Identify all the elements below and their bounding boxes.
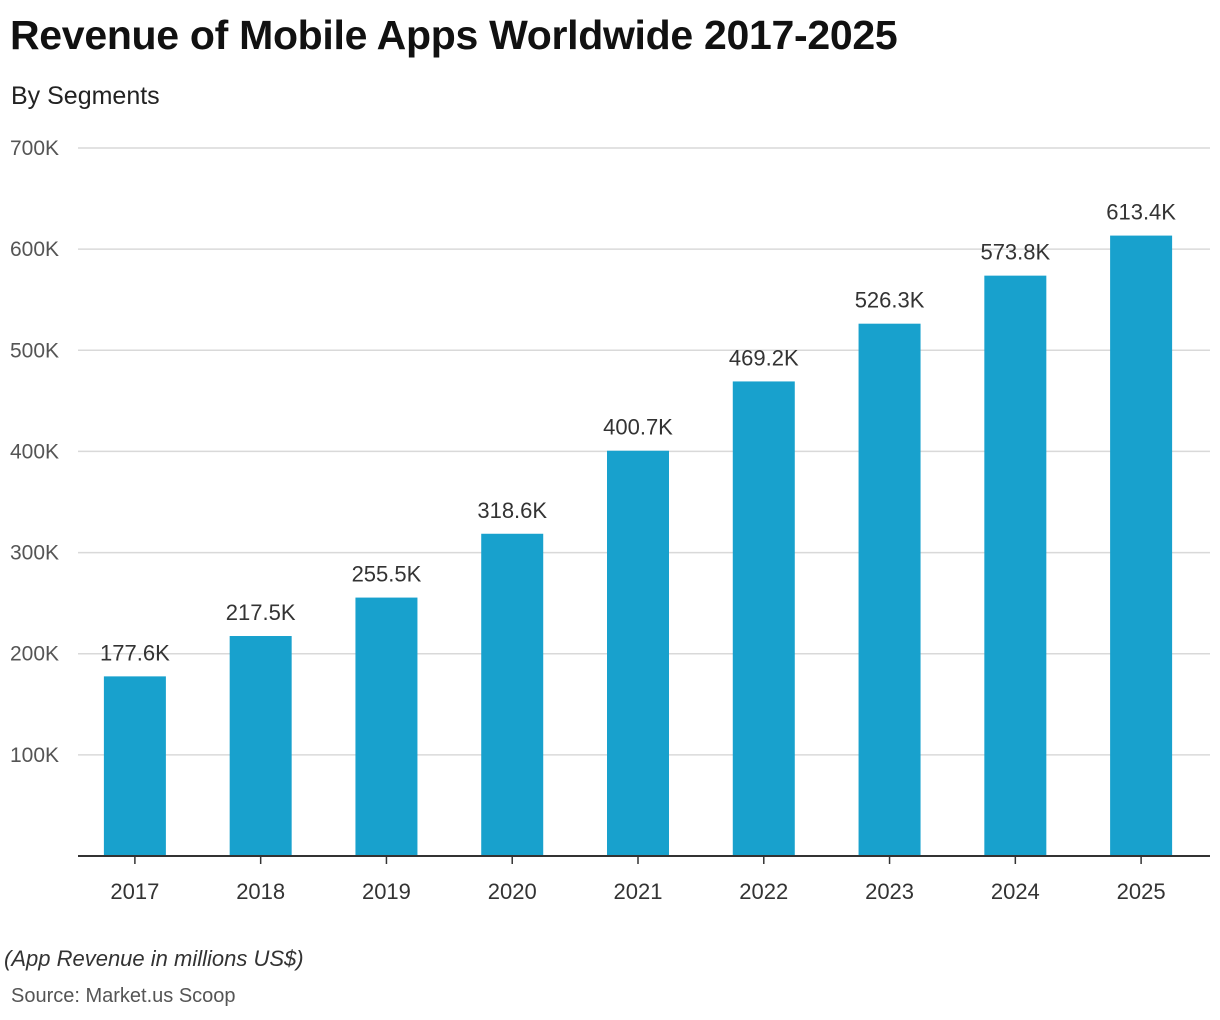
y-tick-label: 100K (10, 744, 59, 767)
data-label: 613.4K (1106, 200, 1176, 225)
x-tick-label: 2020 (488, 879, 537, 904)
bar (607, 450, 669, 856)
x-tick-label: 2022 (739, 879, 788, 904)
y-tick-label: 300K (10, 542, 59, 565)
x-tick-label: 2018 (236, 879, 285, 904)
bar (984, 275, 1047, 856)
y-tick-label: 200K (10, 643, 59, 666)
bar (1110, 235, 1173, 856)
x-tick-label: 2019 (362, 879, 411, 904)
y-tick-label: 400K (10, 440, 59, 463)
unit-note-text: App Revenue in millions US$ (11, 946, 297, 971)
data-label: 255.5K (352, 562, 422, 587)
x-tick-label: 2024 (991, 879, 1040, 904)
y-tick-label: 600K (10, 238, 59, 261)
unit-note: (App Revenue in millions US$) (4, 946, 304, 971)
x-tick-label: 2017 (110, 879, 159, 904)
x-tick-label: 2021 (614, 879, 663, 904)
bar (858, 323, 921, 856)
x-tick-label: 2023 (865, 879, 914, 904)
bar (481, 533, 544, 856)
source-text: Source: Market.us Scoop (11, 985, 236, 1007)
bar (103, 676, 166, 856)
data-label: 217.5K (226, 600, 296, 625)
data-label: 573.8K (980, 240, 1050, 265)
chart-title: Revenue of Mobile Apps Worldwide 2017-20… (10, 12, 898, 58)
data-label: 469.2K (729, 345, 799, 370)
data-label: 400.7K (603, 415, 673, 440)
y-tick-label: 700K (10, 137, 59, 160)
data-label: 526.3K (855, 288, 925, 313)
y-tick-label: 500K (10, 339, 59, 362)
bar (229, 636, 292, 856)
bar (732, 381, 795, 856)
chart-subtitle: By Segments (11, 82, 160, 110)
bar (355, 597, 418, 856)
data-label: 318.6K (477, 498, 547, 523)
x-tick-label: 2025 (1117, 879, 1166, 904)
data-label: 177.6K (100, 640, 170, 665)
